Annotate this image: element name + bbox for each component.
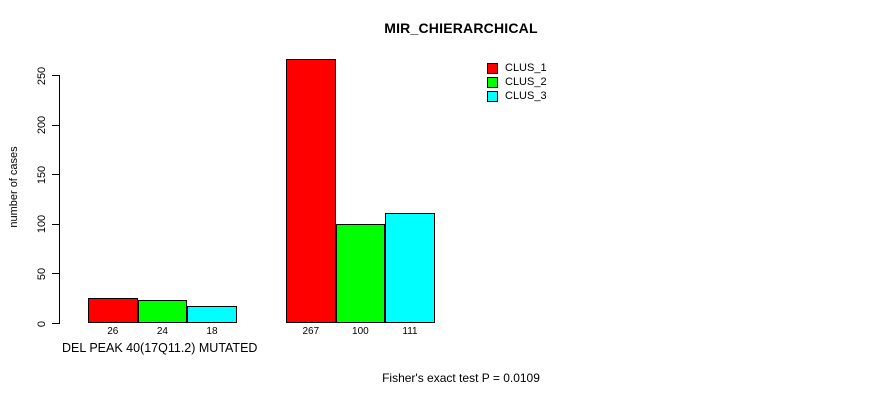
y-tick-label: 50 bbox=[36, 267, 48, 281]
y-tick-label: 0 bbox=[36, 320, 48, 327]
bar-clus_1-group2 bbox=[286, 58, 336, 324]
y-axis-title: number of cases bbox=[8, 146, 20, 228]
y-tick-mark bbox=[52, 273, 59, 275]
bar-value-label: 111 bbox=[402, 326, 418, 337]
legend-label: CLUS_1 bbox=[505, 62, 547, 74]
bar-value-label: 18 bbox=[206, 326, 218, 337]
legend-item-clus_2: CLUS_2 bbox=[487, 75, 547, 89]
legend-label: CLUS_3 bbox=[505, 90, 547, 102]
y-tick-label: 200 bbox=[36, 115, 48, 135]
bar-value-label: 24 bbox=[156, 326, 168, 337]
legend-item-clus_1: CLUS_1 bbox=[487, 61, 547, 75]
y-tick-mark bbox=[52, 323, 59, 324]
y-tick-mark bbox=[52, 75, 59, 76]
legend-item-clus_3: CLUS_3 bbox=[487, 89, 547, 103]
bar-clus_3-group1 bbox=[187, 305, 237, 324]
y-tick-label: 250 bbox=[36, 66, 48, 85]
legend-color-swatch-icon bbox=[487, 62, 498, 74]
bar-value-label: 267 bbox=[302, 326, 320, 337]
y-tick-mark bbox=[52, 223, 59, 225]
bar-clus_2-group2 bbox=[335, 224, 386, 324]
y-tick-label: 150 bbox=[36, 165, 48, 184]
chart-title: MIR_CHIERARCHICAL bbox=[384, 20, 538, 36]
bar-value-label: 26 bbox=[107, 326, 119, 337]
legend-label: CLUS_2 bbox=[505, 76, 547, 88]
x-axis-title: DEL PEAK 40(17Q11.2) MUTATED bbox=[62, 341, 258, 355]
y-axis-line bbox=[59, 75, 60, 324]
bar-clus_3-group2 bbox=[385, 213, 435, 324]
bar-value-label: 100 bbox=[352, 326, 369, 337]
legend: CLUS_1 CLUS_2 CLUS_3 bbox=[487, 61, 547, 103]
y-tick-mark bbox=[52, 124, 59, 126]
y-tick-label: 100 bbox=[36, 215, 48, 234]
bar-clus_1-group1 bbox=[88, 297, 138, 324]
y-tick-mark bbox=[52, 174, 59, 176]
legend-color-swatch-icon bbox=[487, 90, 498, 102]
fisher-test-annotation: Fisher's exact test P = 0.0109 bbox=[382, 371, 540, 385]
bar-clus_2-group1 bbox=[137, 299, 188, 324]
legend-color-swatch-icon bbox=[487, 76, 498, 88]
